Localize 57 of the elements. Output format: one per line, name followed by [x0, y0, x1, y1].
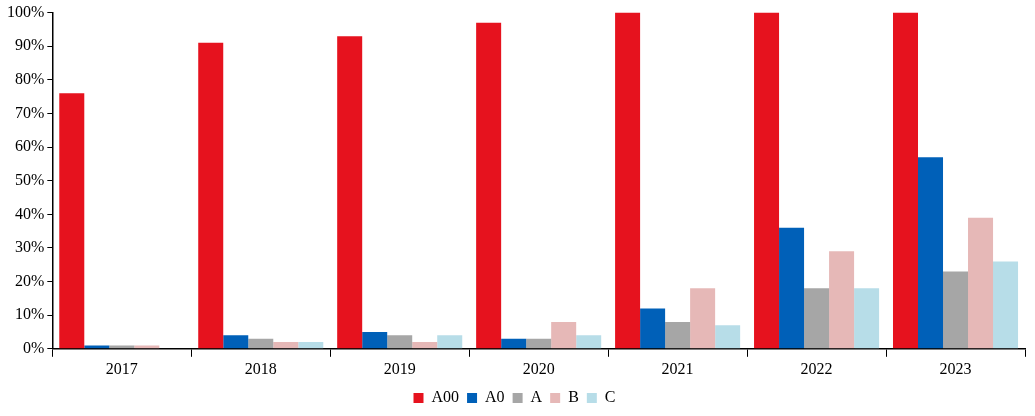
x-tick-label: 2021: [661, 359, 694, 377]
bar: [715, 325, 741, 349]
bar: [829, 251, 855, 349]
bar: [109, 345, 135, 349]
y-tick-label: 60%: [15, 137, 45, 155]
bar: [640, 308, 666, 349]
bar: [387, 335, 413, 349]
legend-label: C: [604, 388, 616, 406]
bar: [84, 345, 110, 349]
bar: [690, 288, 716, 349]
y-tick-label: 0%: [23, 339, 45, 356]
bar: [526, 338, 552, 349]
y-tick-label: 50%: [15, 170, 45, 188]
bar: [779, 227, 805, 349]
bar: [134, 345, 160, 349]
bar: [412, 342, 438, 349]
bar: [918, 157, 944, 349]
bar: [576, 335, 602, 349]
bar: [893, 12, 919, 349]
y-tick-label: 80%: [15, 70, 45, 88]
bar: [993, 261, 1019, 349]
legend-label: A: [530, 388, 543, 406]
bar: [551, 321, 577, 349]
legend-label: A00: [431, 388, 460, 406]
x-tick-label: 2022: [800, 359, 833, 377]
bar: [437, 335, 463, 349]
bar: [754, 12, 780, 349]
y-tick-label: 90%: [15, 36, 45, 54]
bar: [298, 342, 324, 349]
legend-label: B: [568, 388, 579, 406]
bar: [223, 335, 249, 349]
y-tick-label: 100%: [7, 2, 45, 20]
x-tick-label: 2018: [244, 359, 277, 377]
x-tick-label: 2023: [939, 359, 972, 377]
x-tick-label: 2020: [522, 359, 555, 377]
y-tick-label: 30%: [15, 238, 45, 256]
bar: [615, 12, 641, 349]
y-tick-label: 10%: [15, 305, 45, 323]
bar: [198, 42, 224, 349]
bar: [273, 342, 299, 349]
bar: [248, 338, 274, 349]
y-tick-label: 20%: [15, 271, 45, 289]
x-tick-label: 2017: [105, 359, 138, 377]
bar: [665, 321, 691, 349]
bar: [476, 22, 502, 349]
y-tick-label: 40%: [15, 204, 45, 222]
legend-label: A0: [485, 388, 505, 406]
bar: [337, 36, 363, 349]
bar: [59, 93, 85, 349]
bar: [943, 271, 969, 349]
bar: [362, 331, 388, 349]
bar: [854, 288, 880, 349]
bar: [501, 338, 527, 349]
bar: [968, 217, 994, 349]
y-tick-label: 70%: [15, 103, 45, 121]
x-tick-label: 2019: [383, 359, 416, 377]
bar: [804, 288, 830, 349]
